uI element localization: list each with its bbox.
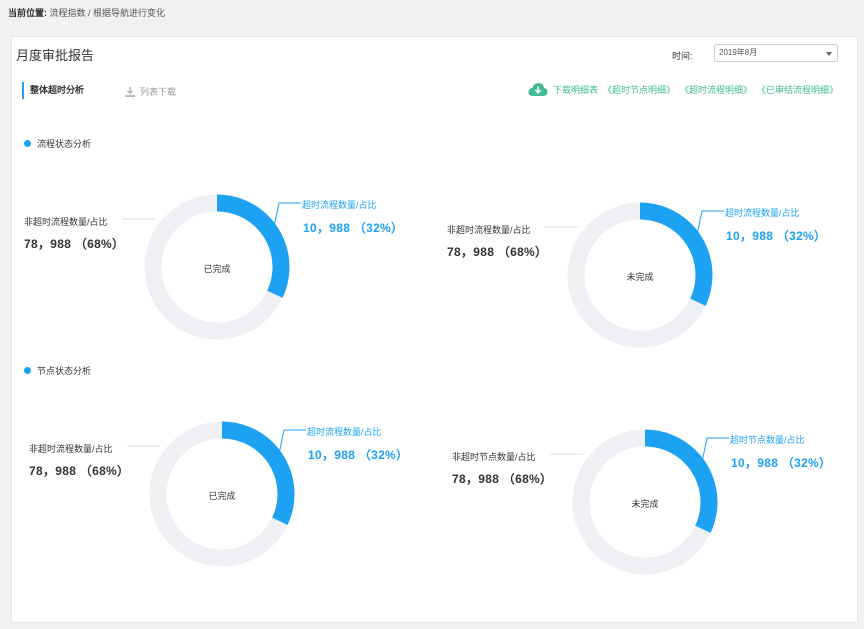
donut-center-label: 未完成 (631, 499, 659, 509)
timeout-label: 超时流程数量/占比 (725, 208, 800, 218)
time-select[interactable]: 2019年8月 (714, 44, 838, 62)
non-timeout-label: 非超时流程数量/占比 (24, 217, 108, 227)
non-timeout-value: 78，988 （68%） (452, 472, 553, 486)
detail-downloads: 下载明细表 《超时节点明细》 《超时流程明细》 《已审结流程明细》 (528, 82, 838, 97)
section-flow-status: 流程状态分析 (24, 137, 91, 150)
timeout-label: 超时节点数量/占比 (730, 435, 805, 445)
donut-ring (545, 202, 724, 348)
breadcrumb-prefix: 当前位置: (8, 8, 47, 18)
download-link-timeout-nodes[interactable]: 《超时节点明细》 (603, 85, 676, 95)
right-leader-line (701, 437, 729, 463)
download-icon (125, 86, 135, 97)
detail-download-prefix: 下载明细表 (553, 85, 599, 95)
donut-chart-flow-pending: 非超时流程数量/占比 78，988 （68%） 超时流程数量/占比 10，988… (435, 185, 855, 365)
donut-chart-flow-completed: 非超时流程数量/占比 78，988 （68%） 超时流程数量/占比 10，988… (12, 177, 432, 357)
right-leader-line (273, 202, 301, 228)
donut-ring (127, 421, 306, 567)
donut-center-label: 未完成 (626, 272, 654, 282)
ring-timeout-segment (567, 202, 713, 348)
timeout-label: 超时流程数量/占比 (307, 427, 382, 437)
donut-center-label: 已完成 (203, 264, 231, 274)
breadcrumb: 当前位置: 流程指数 / 根据导航进行变化 (8, 6, 165, 19)
tab-overall-timeout[interactable]: 整体超时分析 (22, 82, 84, 99)
section-node-status: 节点状态分析 (24, 364, 91, 377)
donut-ring (122, 194, 301, 340)
time-label: 时间: (672, 51, 693, 61)
report-panel: 月度审批报告 时间: 2019年8月 整体超时分析 列表下载 下载明细表 《超时… (11, 36, 858, 623)
list-download-label: 列表下载 (140, 87, 177, 97)
download-link-approved-flows[interactable]: 《已审结流程明细》 (757, 85, 839, 95)
time-select-value: 2019年8月 (719, 48, 758, 57)
download-link-timeout-flows[interactable]: 《超时流程明细》 (680, 85, 753, 95)
page-title: 月度审批报告 (16, 48, 95, 63)
section-title: 流程状态分析 (37, 139, 92, 149)
non-timeout-value: 78，988 （68%） (447, 245, 548, 259)
non-timeout-value: 78，988 （68%） (29, 464, 130, 478)
donut-chart-node-pending: 非超时节点数量/占比 78，988 （68%） 超时节点数量/占比 10，988… (440, 412, 855, 592)
timeout-value: 10，988 （32%） (731, 456, 832, 470)
timeout-value: 10，988 （32%） (726, 229, 827, 243)
donut-ring (550, 429, 729, 575)
non-timeout-value: 78，988 （68%） (24, 237, 125, 251)
ring-timeout-segment (149, 421, 295, 567)
bullet-dot-icon (24, 367, 31, 374)
non-timeout-label: 非超时节点数量/占比 (452, 452, 536, 462)
non-timeout-label: 非超时流程数量/占比 (447, 225, 531, 235)
list-download-button[interactable]: 列表下载 (124, 85, 176, 98)
chevron-down-icon (826, 52, 832, 56)
non-timeout-label: 非超时流程数量/占比 (29, 444, 113, 454)
donut-chart-node-completed: 非超时流程数量/占比 78，988 （68%） 超时流程数量/占比 10，988… (17, 404, 437, 584)
section-title: 节点状态分析 (37, 366, 92, 376)
right-leader-line (696, 210, 724, 236)
timeout-value: 10，988 （32%） (308, 448, 409, 462)
timeout-label: 超时流程数量/占比 (302, 200, 377, 210)
cloud-download-icon (528, 83, 548, 96)
timeout-value: 10，988 （32%） (303, 221, 404, 235)
ring-timeout-segment (572, 429, 718, 575)
right-leader-line (278, 429, 306, 455)
breadcrumb-path: 流程指数 / 根据导航进行变化 (49, 8, 166, 18)
donut-center-label: 已完成 (208, 491, 236, 501)
ring-timeout-segment (144, 194, 290, 340)
bullet-dot-icon (24, 140, 31, 147)
